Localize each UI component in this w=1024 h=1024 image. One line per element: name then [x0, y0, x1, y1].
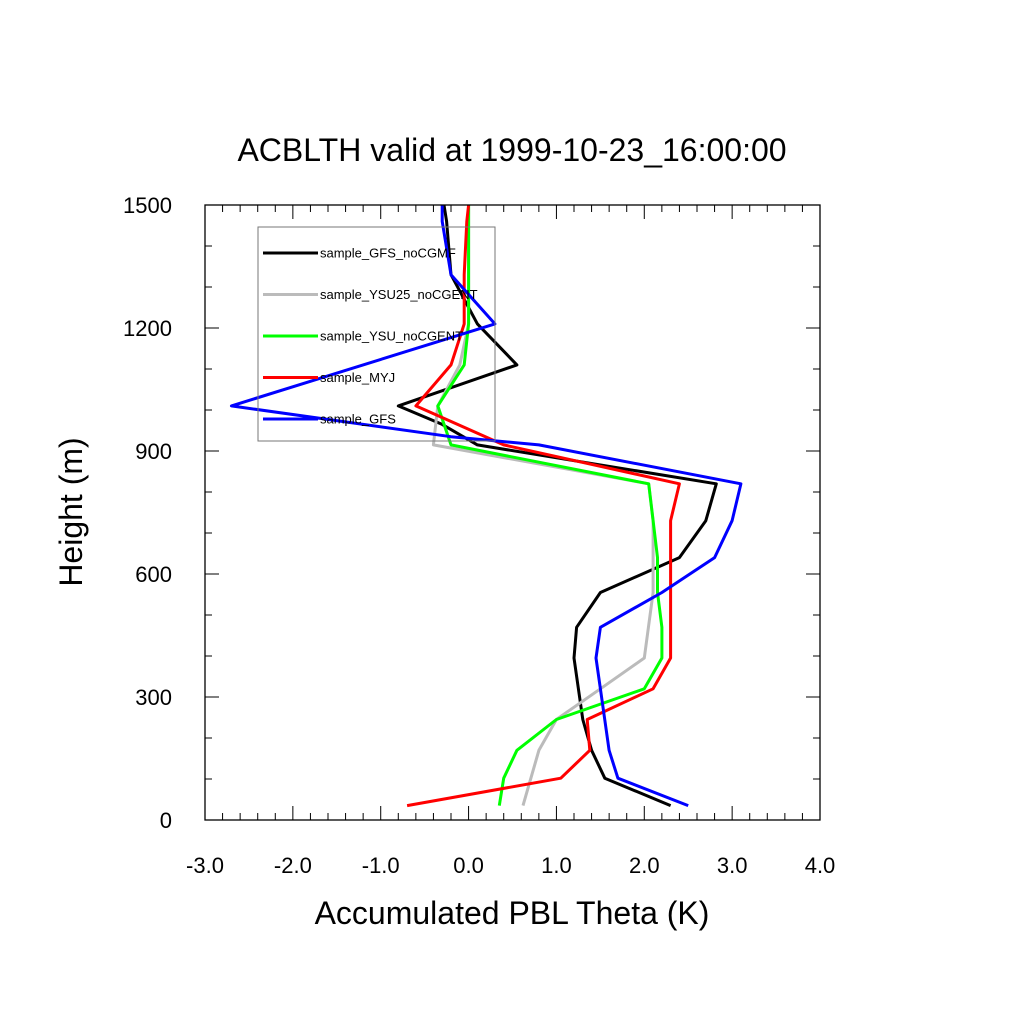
x-tick-label: -3.0	[186, 853, 224, 878]
x-tick-label: -1.0	[362, 853, 400, 878]
y-tick-label: 1200	[123, 316, 172, 341]
series-lines	[229, 204, 743, 808]
y-tick-label: 0	[160, 808, 172, 833]
y-tick-label: 300	[135, 685, 172, 710]
axis-ticks	[204, 204, 821, 821]
legend-label: sample_YSU_noCGENT	[320, 329, 463, 344]
x-tick-label: 3.0	[717, 853, 748, 878]
series-line-3	[436, 205, 664, 806]
x-tick-label: 2.0	[629, 853, 660, 878]
axis-tick-labels: -3.0 -2.0 -1.0 0.0 1.0 2.0 3.0 4.0 0 300 600 900 120…	[123, 193, 835, 878]
y-tick-label: 900	[135, 439, 172, 464]
legend-label: sample_GFS_noCGMF	[320, 246, 456, 261]
legend-label: sample_GFS	[320, 412, 396, 427]
plot-frame	[204, 204, 821, 821]
series-line-1	[396, 204, 718, 807]
legend-label: sample_MYJ	[320, 370, 395, 385]
x-tick-label: 4.0	[805, 853, 836, 878]
x-tick-label: 0.0	[453, 853, 484, 878]
x-tick-label: 1.0	[541, 853, 572, 878]
x-axis-label: Accumulated PBL Theta (K)	[315, 895, 710, 931]
y-tick-label: 600	[135, 562, 172, 587]
chart-title: ACBLTH valid at 1999-10-23_16:00:00	[237, 132, 786, 168]
series-line-4	[406, 204, 681, 808]
legend: sample_GFS_noCGMF sample_YSU25_noCGENTsam…	[257, 226, 496, 442]
y-axis-label: Height (m)	[53, 437, 89, 586]
x-tick-label: -2.0	[274, 853, 312, 878]
series-line-5	[229, 205, 743, 807]
legend-label: sample_YSU25_noCGENT	[320, 287, 478, 302]
legend-box	[257, 226, 496, 442]
y-tick-label: 1500	[123, 193, 172, 218]
